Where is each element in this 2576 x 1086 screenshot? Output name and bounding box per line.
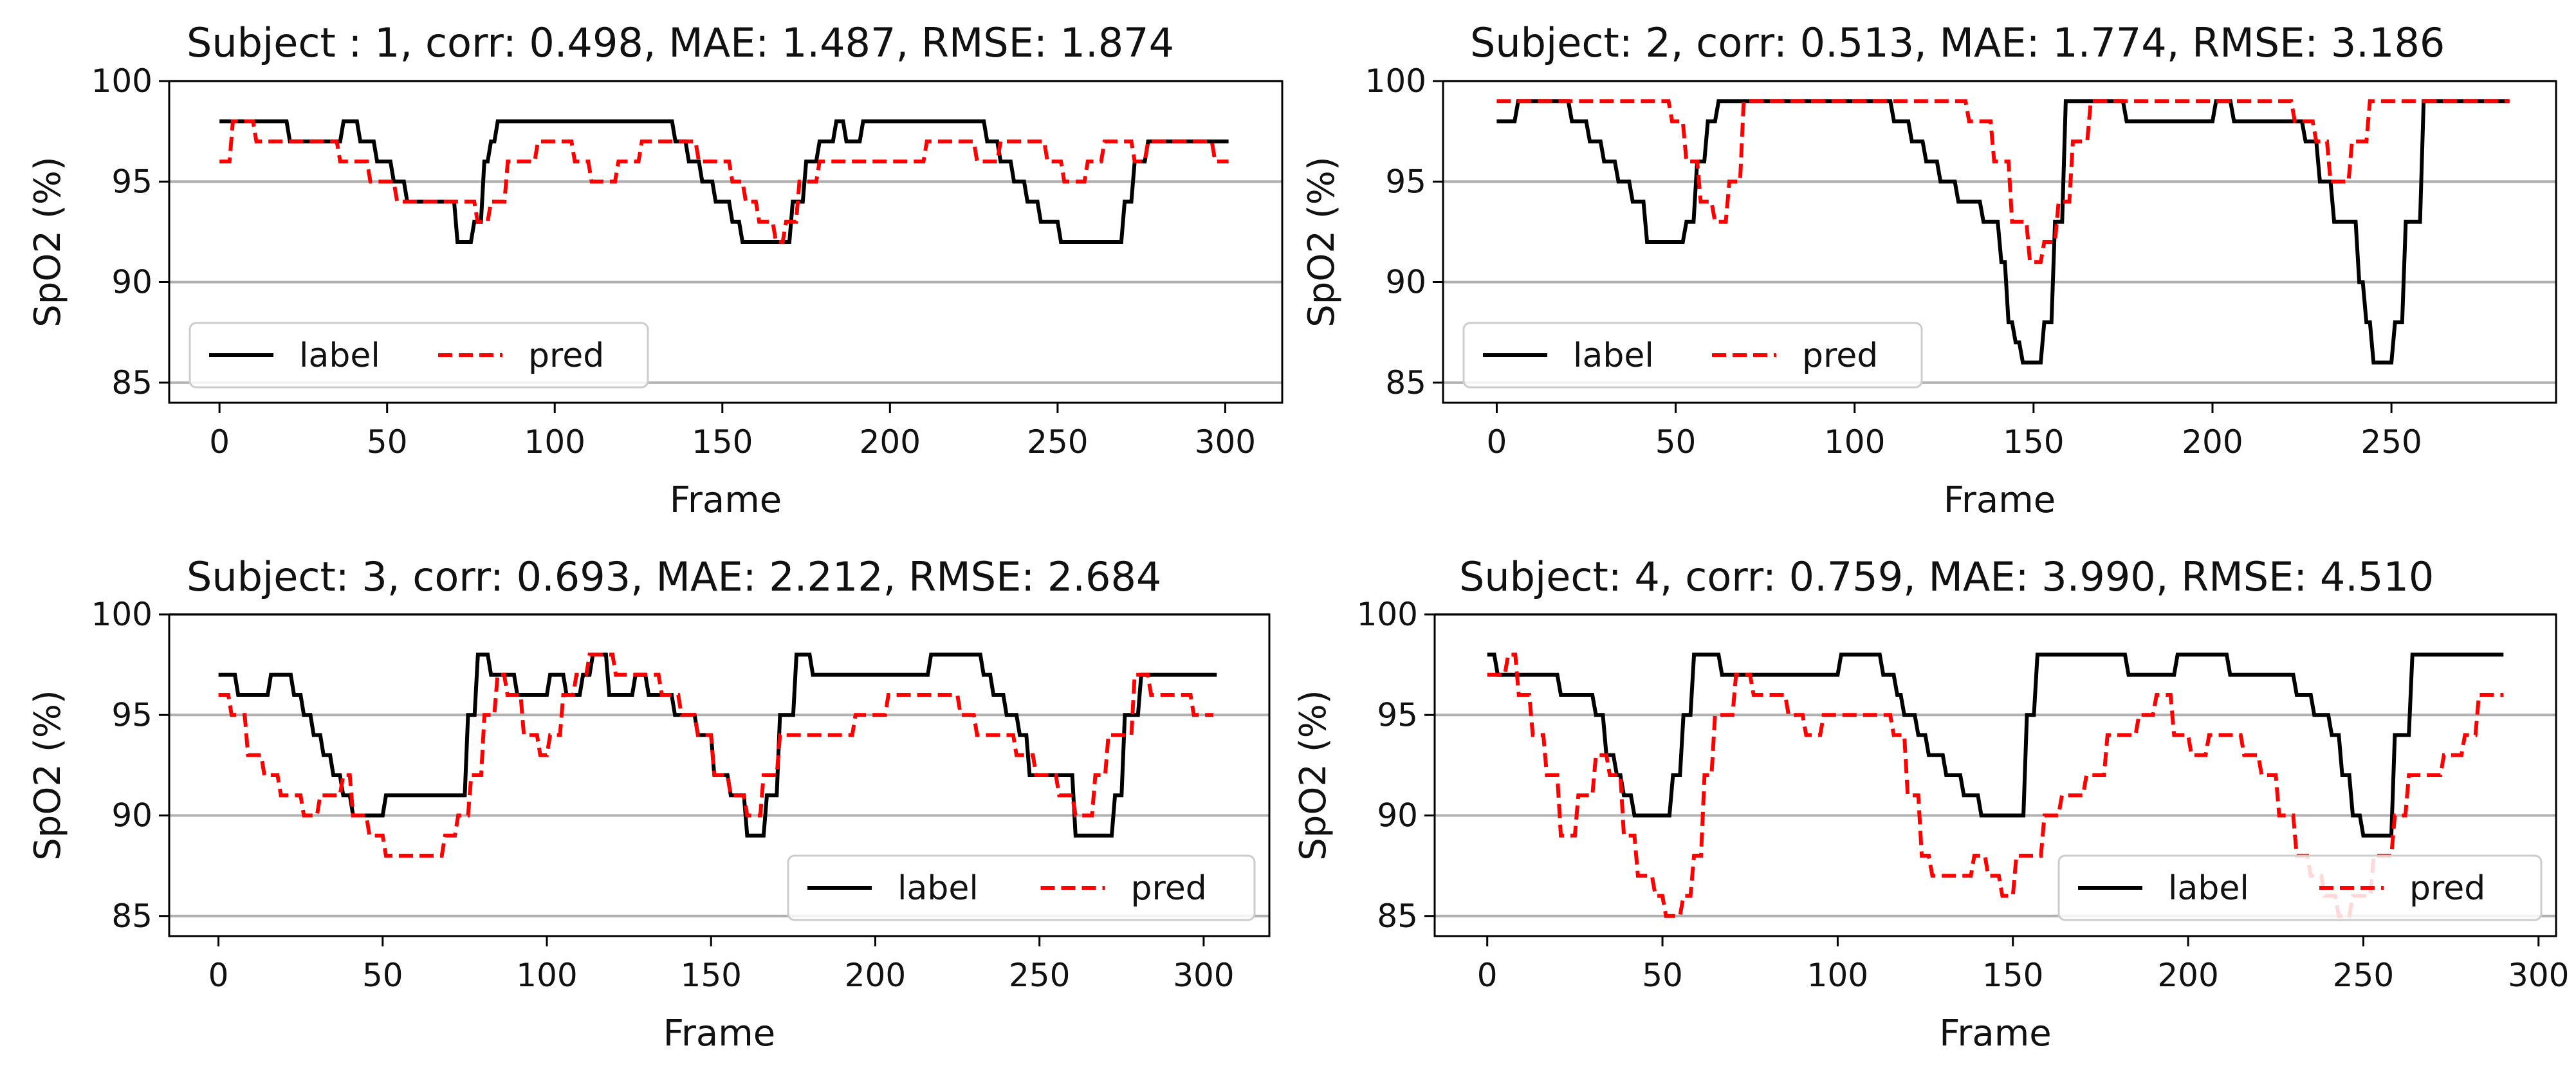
y-tick-label: 100 [1365,62,1426,100]
x-tick-label: 150 [2003,423,2064,461]
y-axis-label: SpO2 (%) [27,156,69,327]
chart-panel-2: 85 90 95 100 0 50 100 150 200 250 Subject: 2, corr… [1301,19,2557,521]
y-tick-label: 90 [111,264,152,301]
x-tick-label: 250 [2360,423,2422,461]
y-tick-label: 85 [1377,897,1418,935]
x-tick-label: 0 [1487,423,1507,461]
legend-box [2057,854,2543,921]
y-tick-label: 85 [111,897,152,935]
x-axis-label: Frame [663,1013,775,1054]
legend-label-pred: pred [2409,869,2485,908]
x-tick-label: 0 [209,423,230,461]
x-tick-label: 0 [1477,957,1498,994]
x-tick-label: 50 [1655,423,1697,461]
y-tick-label: 90 [111,797,152,834]
x-tick-label: 300 [1173,957,1234,994]
x-tick-label: 250 [2333,957,2394,994]
chart-title: Subject: 3, corr: 0.693, MAE: 2.212, RMS… [187,553,1161,600]
chart-panel-4: 85 90 95 100 0 50 100 150 200 250 300 Subject: 4, c… [1293,553,2569,1054]
legend-box [189,322,649,389]
x-tick-label: 50 [362,957,403,994]
x-tick-label: 200 [2157,957,2218,994]
y-tick-label: 95 [111,163,152,200]
chart-title: Subject: 4, corr: 0.759, MAE: 3.990, RMS… [1459,553,2434,600]
x-tick-label: 100 [524,423,585,461]
y-tick-label: 100 [1357,596,1418,633]
legend-label-pred: pred [1131,869,1207,908]
legend: label pred [2057,854,2543,921]
chart-panel-3: 85 90 95 100 0 50 100 150 200 250 300 Subject: 3, c… [27,553,1271,1054]
x-tick-label: 200 [2182,423,2243,461]
plot-frame [1442,80,2557,404]
y-tick-label: 100 [91,62,152,100]
chart-title: Subject : 1, corr: 0.498, MAE: 1.487, RM… [187,19,1174,66]
y-tick-label: 85 [1385,364,1426,401]
y-tick-label: 95 [111,696,152,733]
x-axis-label: Frame [1944,479,2056,521]
x-tick-label: 250 [1009,957,1070,994]
legend-box [1462,322,1923,389]
legend-label-label: label [299,336,380,375]
x-tick-label: 100 [1824,423,1885,461]
x-tick-label: 300 [2508,957,2569,994]
legend-label-pred: pred [528,336,604,375]
y-tick-label: 95 [1385,163,1426,200]
x-tick-label: 150 [692,423,753,461]
x-tick-label: 100 [516,957,577,994]
x-tick-label: 0 [208,957,229,994]
y-axis-label: SpO2 (%) [1301,156,1343,327]
series-pred-line [218,652,1214,858]
x-tick-label: 200 [860,423,921,461]
x-tick-label: 150 [1982,957,2043,994]
y-tick-label: 90 [1385,264,1426,301]
legend-label-label: label [2168,869,2249,908]
x-tick-label: 50 [1642,957,1683,994]
legend-label-label: label [1573,336,1654,375]
x-tick-label: 100 [1807,957,1868,994]
series-label-line [1496,99,2510,365]
legend: label pred [787,854,1256,921]
x-tick-label: 250 [1027,423,1088,461]
y-tick-label: 95 [1377,696,1418,733]
y-axis-label: SpO2 (%) [1293,690,1334,861]
series-label-line [1487,652,2504,838]
x-tick-label: 200 [845,957,906,994]
legend: label pred [1462,322,1923,389]
legend-label-label: label [897,869,979,908]
x-tick-label: 300 [1195,423,1256,461]
series-pred-line [219,119,1229,244]
plot-frame [168,80,1283,404]
y-axis-label: SpO2 (%) [27,690,69,861]
series-pred-line [1496,99,2510,264]
chart-title: Subject: 2, corr: 0.513, MAE: 1.774, RMS… [1470,19,2445,66]
series-label-line [219,119,1229,244]
y-tick-label: 90 [1377,797,1418,834]
x-tick-label: 50 [367,423,408,461]
x-axis-label: Frame [1939,1013,2051,1054]
series-label-line [218,652,1217,838]
legend-box [787,854,1256,921]
plot-frame [1433,613,2557,937]
x-tick-label: 150 [681,957,742,994]
y-tick-label: 85 [111,364,152,401]
legend: label pred [189,322,649,389]
chart-panel-1: 85 90 95 100 0 50 100 150 200 250 300 Subject : 1, … [27,19,1283,521]
x-axis-label: Frame [670,479,782,521]
plot-frame [168,613,1271,937]
legend-label-pred: pred [1802,336,1878,375]
y-tick-label: 100 [91,596,152,633]
